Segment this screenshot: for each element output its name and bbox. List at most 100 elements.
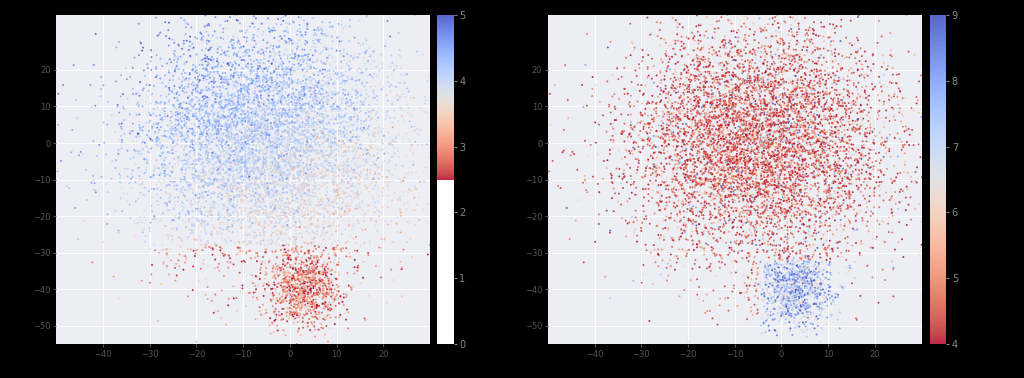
Point bbox=[294, 136, 310, 142]
Point bbox=[257, 311, 273, 317]
Point bbox=[744, 89, 761, 95]
Point bbox=[812, 291, 828, 297]
Point bbox=[800, 253, 816, 259]
Point bbox=[348, 174, 365, 180]
Point bbox=[391, 154, 408, 160]
Point bbox=[727, 72, 743, 78]
Point bbox=[769, 89, 785, 95]
Point bbox=[274, 156, 291, 163]
Point bbox=[322, 19, 338, 25]
Point bbox=[811, 307, 827, 313]
Point bbox=[697, 126, 714, 132]
Point bbox=[792, 140, 808, 146]
Point bbox=[318, 155, 335, 161]
Point bbox=[767, 71, 783, 77]
Point bbox=[326, 91, 342, 97]
Point bbox=[275, 28, 292, 34]
Point bbox=[318, 90, 335, 96]
Point bbox=[238, 144, 254, 150]
Point bbox=[791, 137, 807, 143]
Point bbox=[799, 92, 815, 98]
Point bbox=[642, 221, 658, 227]
Point bbox=[266, 204, 283, 210]
Point bbox=[759, 129, 775, 135]
Point bbox=[298, 272, 314, 278]
Point bbox=[730, 88, 746, 94]
Point bbox=[797, 133, 813, 139]
Point bbox=[266, 164, 283, 170]
Point bbox=[798, 278, 814, 284]
Point bbox=[782, 289, 799, 295]
Point bbox=[298, 76, 314, 82]
Point bbox=[286, 10, 302, 16]
Point bbox=[740, 78, 757, 84]
Point bbox=[686, 165, 702, 171]
Point bbox=[227, 93, 244, 99]
Point bbox=[814, 268, 830, 274]
Point bbox=[773, 283, 790, 289]
Point bbox=[231, 28, 248, 34]
Point bbox=[272, 0, 289, 1]
Point bbox=[142, 137, 159, 143]
Point bbox=[333, 131, 349, 137]
Point bbox=[247, 85, 263, 91]
Point bbox=[790, 147, 806, 153]
Point bbox=[722, 250, 738, 256]
Point bbox=[801, 122, 817, 128]
Point bbox=[796, 274, 812, 280]
Point bbox=[768, 136, 784, 143]
Point bbox=[725, 179, 741, 185]
Point bbox=[760, 191, 776, 197]
Point bbox=[318, 58, 335, 64]
Point bbox=[292, 95, 308, 101]
Point bbox=[670, 179, 686, 185]
Point bbox=[733, 188, 750, 194]
Point bbox=[740, 240, 757, 246]
Point bbox=[881, 229, 897, 235]
Point bbox=[131, 119, 147, 125]
Point bbox=[780, 118, 797, 124]
Point bbox=[792, 250, 808, 256]
Point bbox=[800, 271, 816, 277]
Point bbox=[276, 285, 293, 291]
Point bbox=[798, 209, 814, 215]
Point bbox=[278, 127, 294, 133]
Point bbox=[803, 275, 819, 281]
Point bbox=[282, 121, 298, 127]
Point bbox=[806, 174, 822, 180]
Point bbox=[290, 28, 306, 34]
Point bbox=[696, 59, 713, 65]
Point bbox=[577, 177, 593, 183]
Point bbox=[255, 48, 271, 54]
Point bbox=[602, 171, 618, 177]
Point bbox=[827, 164, 844, 170]
Point bbox=[176, 38, 193, 44]
Point bbox=[166, 95, 182, 101]
Point bbox=[768, 149, 784, 155]
Point bbox=[677, 196, 693, 202]
Point bbox=[750, 11, 766, 17]
Point bbox=[676, 130, 692, 136]
Point bbox=[275, 182, 292, 188]
Point bbox=[721, 106, 737, 112]
Point bbox=[674, 201, 690, 207]
Point bbox=[690, 181, 707, 187]
Point bbox=[797, 134, 813, 140]
Point bbox=[284, 306, 300, 312]
Point bbox=[796, 214, 812, 220]
Point bbox=[289, 235, 305, 241]
Point bbox=[200, 68, 216, 74]
Point bbox=[194, 241, 210, 247]
Point bbox=[746, 87, 763, 93]
Point bbox=[848, 240, 864, 246]
Point bbox=[798, 132, 814, 138]
Point bbox=[321, 291, 337, 297]
Point bbox=[244, 152, 260, 158]
Point bbox=[741, 93, 758, 99]
Point bbox=[161, 70, 177, 76]
Point bbox=[675, 100, 691, 106]
Point bbox=[334, 179, 350, 185]
Point bbox=[348, 155, 365, 161]
Point bbox=[767, 266, 783, 272]
Point bbox=[750, 183, 766, 189]
